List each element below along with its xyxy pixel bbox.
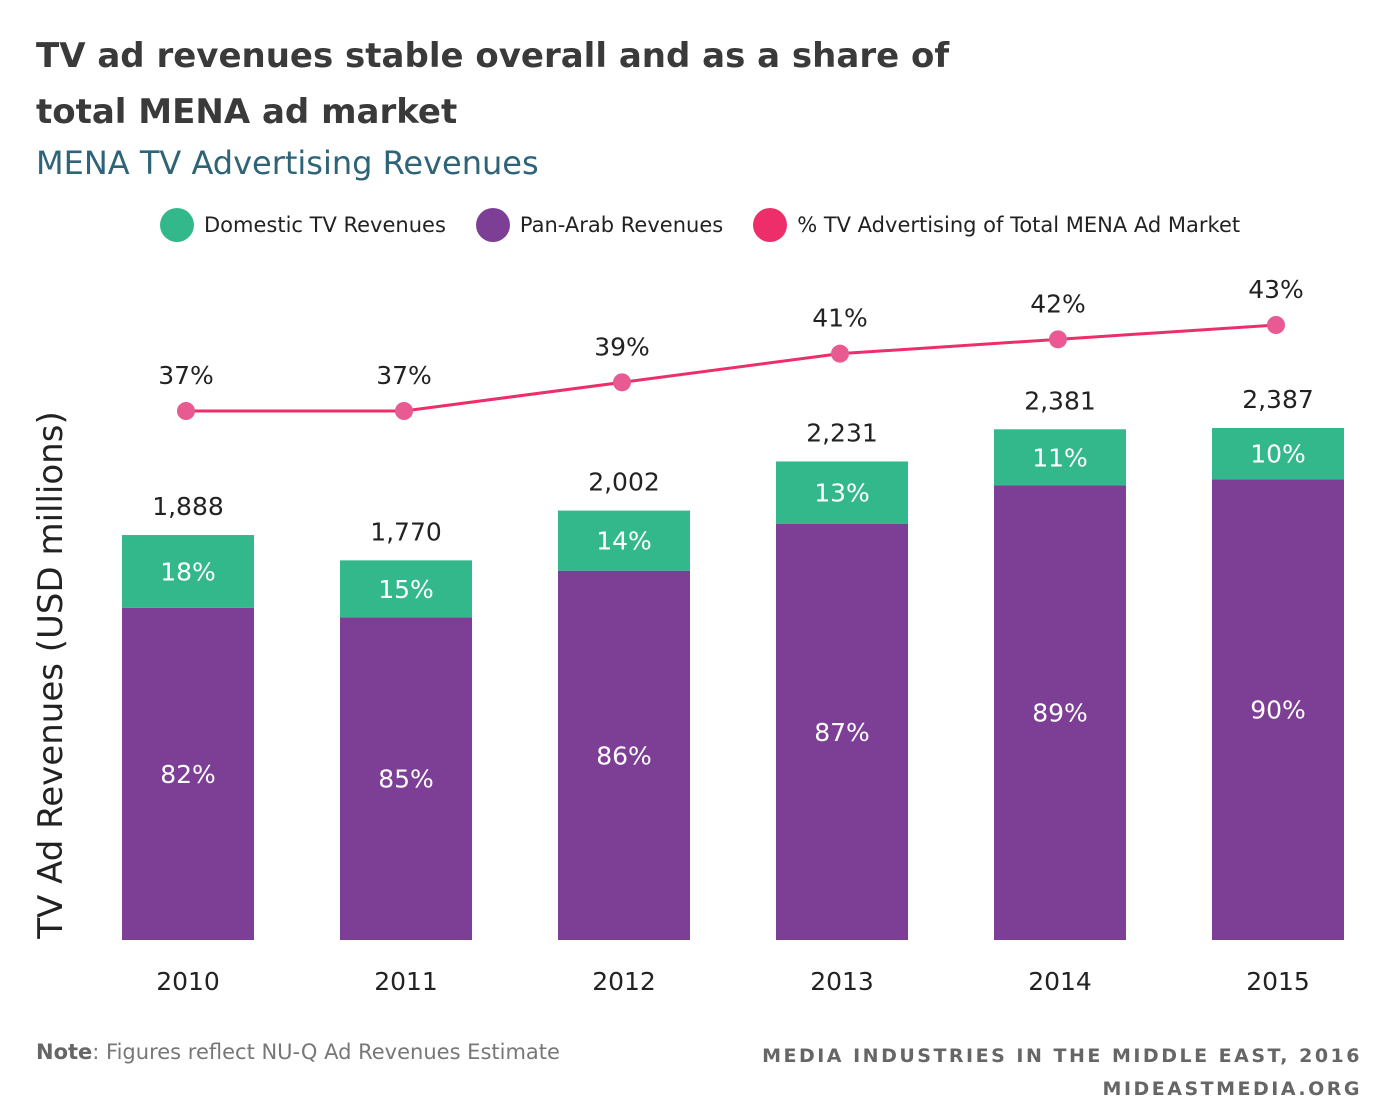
bar-domestic — [340, 560, 472, 618]
total-label: 2,381 — [1024, 386, 1096, 415]
tv-share-label: 37% — [376, 361, 432, 390]
credit-line-1: MEDIA INDUSTRIES IN THE MIDDLE EAST, 201… — [762, 1045, 1362, 1067]
bar-domestic — [776, 461, 908, 524]
legend-label-pan-arab: Pan-Arab Revenues — [519, 213, 724, 237]
legend-item-domestic: Domestic TV Revenues — [160, 208, 446, 242]
x-tick-label: 2014 — [1028, 967, 1092, 996]
legend: Domestic TV Revenues Pan-Arab Revenues %… — [160, 208, 1270, 242]
y-axis-label: TV Ad Revenues (USD millions) — [31, 411, 71, 939]
bar-pan-arab — [776, 523, 908, 940]
domestic-share-label: 11% — [1032, 443, 1088, 472]
footer-note: Note: Figures reflect NU-Q Ad Revenues E… — [36, 1040, 560, 1064]
domestic-share-label: 13% — [814, 479, 870, 508]
tv-share-point — [613, 373, 631, 392]
total-label: 1,770 — [370, 517, 442, 546]
tv-share-swatch-icon — [753, 208, 788, 242]
x-tick-label: 2013 — [810, 967, 874, 996]
bar-domestic — [994, 429, 1126, 486]
pan-arab-share-label: 86% — [596, 741, 652, 770]
x-tick-label: 2010 — [156, 967, 220, 996]
chart-subtitle: MENA TV Advertising Revenues — [36, 144, 539, 182]
credit-line-2: MIDEASTMEDIA.ORG — [1102, 1078, 1362, 1100]
bar-pan-arab — [122, 607, 254, 940]
tv-share-label: 39% — [594, 332, 650, 361]
legend-label-tv-share: % TV Advertising of Total MENA Ad Market — [797, 213, 1241, 237]
tv-share-line — [186, 323, 1277, 413]
tv-share-label: 43% — [1248, 275, 1304, 304]
tv-share-point — [1049, 330, 1067, 349]
pan-arab-share-label: 82% — [160, 760, 216, 789]
tv-share-point — [1267, 316, 1285, 334]
total-label: 1,888 — [152, 492, 224, 521]
total-label: 2,002 — [588, 468, 660, 497]
tv-share-label: 41% — [812, 304, 868, 333]
pan-arab-share-label: 89% — [1032, 699, 1088, 728]
x-tick-label: 2011 — [374, 967, 438, 996]
tv-share-point — [831, 344, 849, 363]
domestic-share-label: 14% — [596, 527, 652, 556]
bar-domestic — [122, 535, 254, 608]
note-text: : Figures reflect NU-Q Ad Revenues Estim… — [92, 1040, 560, 1064]
tv-share-label: 37% — [158, 361, 214, 390]
note-label: Note — [36, 1040, 93, 1064]
domestic-share-label: 10% — [1250, 440, 1306, 469]
pan-arab-share-label: 85% — [378, 765, 434, 794]
chart-canvas: TV Ad Revenues (USD millions) 18% 82% 1,888… — [31, 275, 1344, 996]
tv-share-label: 42% — [1030, 289, 1086, 318]
bar-pan-arab — [558, 570, 690, 940]
domestic-share-label: 18% — [160, 557, 216, 586]
bar-domestic — [558, 510, 690, 571]
domestic-swatch-icon — [160, 208, 194, 242]
legend-label-domestic: Domestic TV Revenues — [204, 213, 446, 237]
domestic-share-label: 15% — [378, 575, 434, 604]
bar-pan-arab — [340, 617, 472, 940]
total-label: 2,387 — [1242, 385, 1314, 414]
pan-arab-swatch-icon — [475, 208, 510, 242]
chart-title: TV ad revenues stable overall and as a s… — [36, 36, 950, 132]
bar-pan-arab — [1212, 479, 1344, 940]
tv-share-point — [177, 402, 195, 420]
legend-item-pan-arab: Pan-Arab Revenues — [475, 208, 724, 242]
bar-pan-arab — [994, 485, 1126, 940]
tv-share-point — [395, 402, 413, 420]
x-tick-label: 2012 — [592, 967, 656, 996]
pan-arab-share-label: 87% — [814, 718, 870, 747]
total-label: 2,231 — [806, 418, 878, 447]
bar-domestic — [1212, 428, 1344, 480]
x-tick-label: 2015 — [1246, 967, 1310, 996]
pan-arab-share-label: 90% — [1250, 696, 1306, 725]
legend-item-tv-share: % TV Advertising of Total MENA Ad Market — [753, 208, 1240, 242]
